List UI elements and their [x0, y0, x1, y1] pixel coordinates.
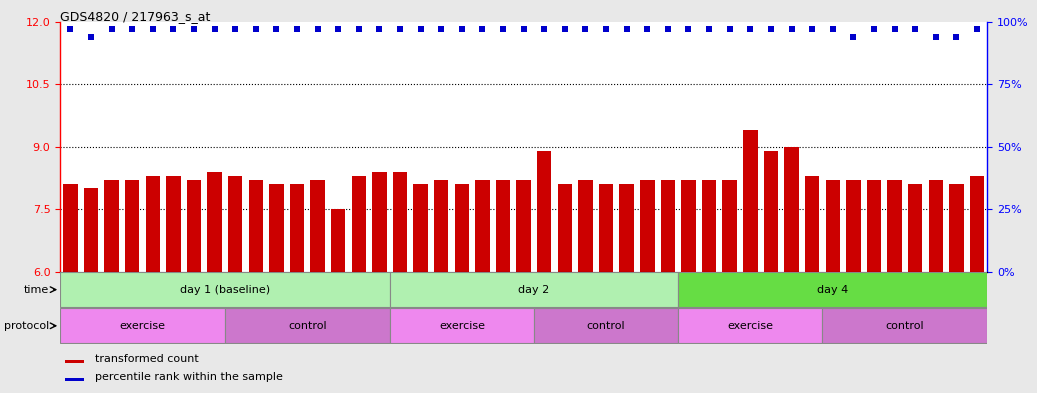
- Text: exercise: exercise: [727, 321, 774, 331]
- Bar: [454, 184, 469, 272]
- Bar: [64, 378, 84, 381]
- Text: control: control: [587, 321, 625, 331]
- Bar: [867, 180, 881, 272]
- Bar: [105, 180, 119, 272]
- Bar: [290, 184, 304, 272]
- Bar: [825, 180, 840, 272]
- Bar: [63, 184, 78, 272]
- Text: time: time: [24, 285, 49, 295]
- Bar: [125, 180, 139, 272]
- Bar: [763, 151, 778, 272]
- Text: day 2: day 2: [518, 285, 550, 295]
- Bar: [744, 130, 757, 272]
- Bar: [640, 180, 654, 272]
- Text: exercise: exercise: [119, 321, 166, 331]
- Text: protocol: protocol: [4, 321, 49, 331]
- Bar: [784, 147, 798, 272]
- Bar: [888, 180, 902, 272]
- Bar: [207, 172, 222, 272]
- Bar: [846, 180, 861, 272]
- Bar: [908, 184, 922, 272]
- Text: exercise: exercise: [439, 321, 485, 331]
- Bar: [84, 188, 99, 272]
- Bar: [475, 180, 489, 272]
- Bar: [970, 176, 984, 272]
- Text: transformed count: transformed count: [94, 354, 199, 364]
- Bar: [372, 172, 387, 272]
- Text: control: control: [288, 321, 327, 331]
- Bar: [805, 176, 819, 272]
- Bar: [678, 309, 822, 343]
- Bar: [949, 184, 963, 272]
- Bar: [678, 272, 987, 307]
- Bar: [393, 172, 408, 272]
- Bar: [534, 309, 678, 343]
- Text: day 1 (baseline): day 1 (baseline): [179, 285, 270, 295]
- Bar: [390, 272, 678, 307]
- Bar: [60, 309, 225, 343]
- Bar: [390, 309, 534, 343]
- Bar: [187, 180, 201, 272]
- Text: day 4: day 4: [817, 285, 848, 295]
- Bar: [579, 180, 593, 272]
- Bar: [352, 176, 366, 272]
- Bar: [331, 209, 345, 272]
- Bar: [661, 180, 675, 272]
- Bar: [496, 180, 510, 272]
- Bar: [681, 180, 696, 272]
- Bar: [537, 151, 552, 272]
- Bar: [516, 180, 531, 272]
- Text: GDS4820 / 217963_s_at: GDS4820 / 217963_s_at: [60, 10, 211, 23]
- Bar: [928, 180, 943, 272]
- Bar: [225, 309, 390, 343]
- Bar: [414, 184, 428, 272]
- Bar: [822, 309, 987, 343]
- Bar: [310, 180, 325, 272]
- Text: percentile rank within the sample: percentile rank within the sample: [94, 372, 283, 382]
- Bar: [166, 176, 180, 272]
- Bar: [599, 184, 613, 272]
- Bar: [64, 360, 84, 363]
- Bar: [619, 184, 634, 272]
- Bar: [723, 180, 737, 272]
- Bar: [145, 176, 160, 272]
- Bar: [60, 272, 390, 307]
- Bar: [228, 176, 243, 272]
- Bar: [702, 180, 717, 272]
- Bar: [249, 180, 263, 272]
- Bar: [270, 184, 284, 272]
- Bar: [435, 180, 448, 272]
- Text: control: control: [886, 321, 924, 331]
- Bar: [558, 184, 572, 272]
